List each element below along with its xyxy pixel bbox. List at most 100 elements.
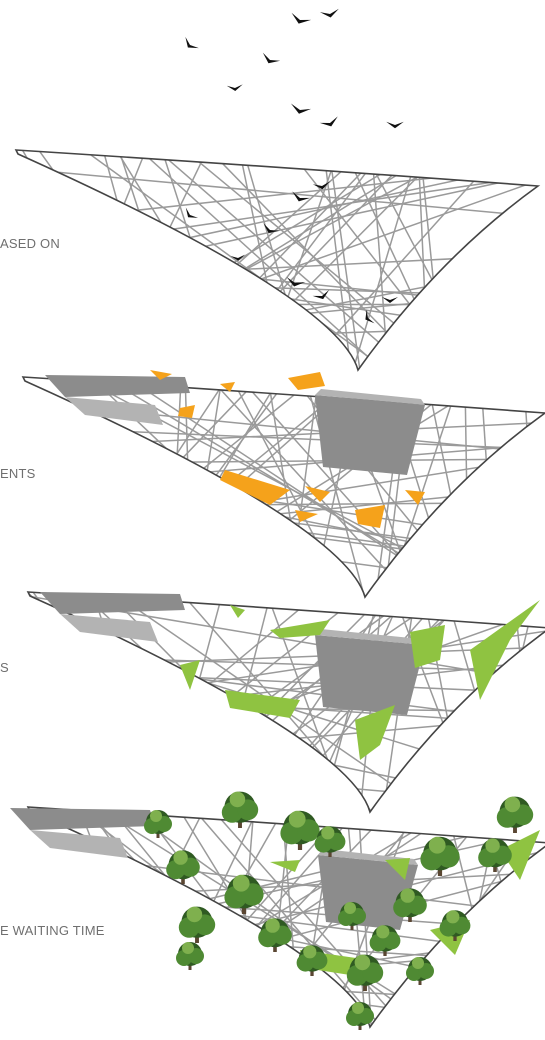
bird-icon <box>185 207 199 218</box>
tree-foliage <box>352 1002 364 1014</box>
mesh-line <box>45 150 156 370</box>
mesh-line <box>16 252 538 284</box>
green-patch <box>355 705 395 760</box>
mesh-line <box>187 150 452 370</box>
panel-4-trees <box>10 791 545 1030</box>
tree-foliage <box>314 835 333 853</box>
tree-foliage <box>346 965 368 986</box>
tree-foliage <box>221 802 243 823</box>
bird-icon <box>263 223 280 233</box>
bird-icon <box>312 181 331 190</box>
tree-foliage <box>446 910 460 924</box>
tree-foliage <box>412 957 424 969</box>
green-patch <box>230 605 245 618</box>
bird-icon <box>382 297 398 303</box>
mesh-line <box>28 757 545 810</box>
bird-icon <box>185 36 199 49</box>
tree-foliage <box>178 917 200 938</box>
mesh-line <box>28 945 545 999</box>
bird-icon <box>386 121 404 129</box>
mesh-line <box>16 150 509 370</box>
mesh-line <box>418 592 472 812</box>
tree-foliage <box>182 942 194 954</box>
mesh-line <box>86 150 219 370</box>
mesh-line <box>416 150 431 370</box>
mesh-line <box>16 324 538 346</box>
mesh-line <box>521 377 541 597</box>
tree-foliage <box>232 874 250 892</box>
bird-icon <box>262 52 281 64</box>
tree-foliage <box>321 826 335 840</box>
bird-icon <box>319 8 339 18</box>
tree-foliage <box>439 919 458 937</box>
mesh-line <box>325 150 365 370</box>
mesh-line <box>16 303 538 306</box>
green-patch <box>385 858 410 880</box>
mesh-line <box>196 150 467 370</box>
tree-foliage <box>504 796 521 813</box>
panel-1-mesh <box>14 149 541 372</box>
tree-foliage <box>265 918 280 933</box>
mesh-line <box>278 150 523 370</box>
bird-icon <box>230 254 245 261</box>
building-shape <box>30 830 128 858</box>
orange-patch <box>405 490 425 505</box>
tree-foliage <box>303 945 317 959</box>
green-patch <box>270 860 300 872</box>
panel-3-caption: S <box>0 660 9 675</box>
orange-patch <box>178 405 195 418</box>
panel-3-green-patches <box>26 591 545 814</box>
mesh-line <box>34 150 474 370</box>
mesh-line <box>421 377 479 597</box>
mesh-line <box>102 150 270 370</box>
building-roof <box>315 629 425 645</box>
bird-flock <box>185 8 404 129</box>
tree-foliage <box>478 848 498 868</box>
tree-foliage <box>258 928 278 948</box>
mesh-line <box>446 807 505 1027</box>
bird-icon <box>312 289 330 300</box>
panel-2-orange-patches <box>21 370 545 599</box>
mesh-line <box>23 458 545 549</box>
mesh-line <box>28 970 545 1007</box>
orange-patch <box>305 486 330 502</box>
building-shape <box>60 614 158 642</box>
mesh-line <box>417 150 446 370</box>
mesh-line <box>16 150 166 370</box>
building-shape <box>45 375 190 397</box>
orange-patch <box>150 370 172 380</box>
tree-foliage <box>186 906 203 923</box>
tree-foliage <box>229 791 246 808</box>
bird-icon <box>292 191 311 202</box>
mesh-line <box>181 377 227 597</box>
green-patch <box>180 660 200 690</box>
mesh-lines <box>16 150 538 370</box>
bird-icon <box>290 103 312 114</box>
mesh-line <box>16 150 458 370</box>
mesh-line <box>380 377 415 597</box>
tree-foliage <box>393 898 413 918</box>
bird-icon <box>226 84 243 91</box>
building-shape <box>10 808 155 830</box>
building-shape <box>315 395 425 475</box>
mesh-line <box>463 377 470 597</box>
bird-icon <box>365 309 375 324</box>
tree-foliage <box>369 934 388 952</box>
tree-foliage <box>288 810 306 828</box>
tree-foliage <box>150 810 162 822</box>
panel-4-caption: E WAITING TIME <box>0 923 105 938</box>
tree-foliage <box>485 838 500 853</box>
tree-foliage <box>354 954 371 971</box>
mesh-line <box>234 150 292 370</box>
tree-foliage <box>428 836 446 854</box>
tree-foliage <box>296 954 315 972</box>
site-outline <box>14 149 541 372</box>
green-patch <box>225 690 300 718</box>
mesh-line <box>183 377 194 597</box>
orange-patch <box>295 510 318 522</box>
mesh-line <box>478 377 499 597</box>
mesh-line <box>16 250 538 312</box>
building-shape <box>315 635 425 715</box>
